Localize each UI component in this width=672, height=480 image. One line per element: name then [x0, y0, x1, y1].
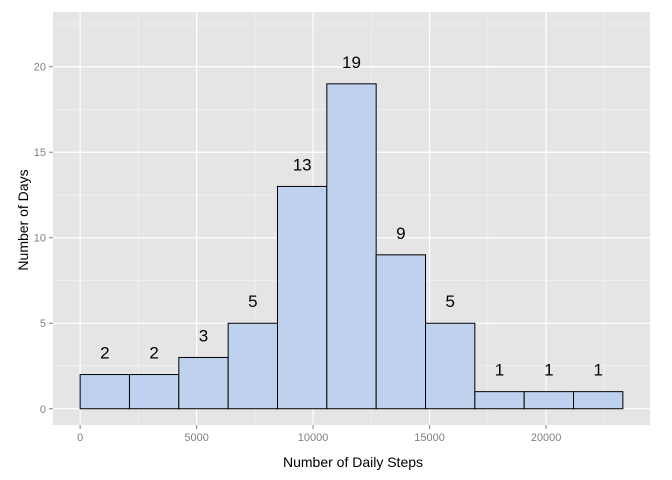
- histogram-bar: [425, 322, 476, 410]
- histogram-bar: [523, 391, 575, 410]
- y-tick-label: 15: [34, 147, 46, 159]
- bar-count-label: 2: [100, 344, 109, 363]
- x-tick-label: 20000: [531, 432, 562, 444]
- bar-count-label: 13: [293, 155, 312, 174]
- y-tick-label: 5: [40, 318, 46, 330]
- histogram-bar: [573, 391, 624, 410]
- histogram-bar: [375, 254, 427, 410]
- histogram-bar: [178, 356, 229, 410]
- histogram-bars: [79, 83, 624, 410]
- bar-count-label: 2: [149, 344, 158, 363]
- y-axis-title: Number of Days: [15, 169, 31, 270]
- x-tick-label: 0: [77, 432, 83, 444]
- bar-count-label: 5: [445, 292, 454, 311]
- histogram-bar: [227, 322, 278, 410]
- histogram-bar: [79, 374, 130, 410]
- bar-count-label: 19: [342, 53, 361, 72]
- histogram-bar: [276, 185, 328, 410]
- y-tick-label: 20: [34, 62, 46, 74]
- bar-count-label: 9: [396, 224, 405, 243]
- bar-count-labels: 2 2 3 5 13 19 9 5 1 1 1: [100, 53, 603, 380]
- x-axis-ticks: 0 5000 10000 15000 20000: [77, 425, 561, 444]
- histogram-bar: [326, 83, 377, 410]
- y-tick-label: 10: [34, 233, 46, 245]
- histogram-bar: [474, 391, 525, 410]
- bar-count-label: 1: [593, 361, 602, 380]
- y-axis-ticks: 0 5 10 15 20: [34, 62, 53, 416]
- x-tick-label: 15000: [414, 432, 445, 444]
- bar-count-label: 1: [544, 361, 553, 380]
- x-tick-label: 5000: [184, 432, 208, 444]
- x-axis-title: Number of Daily Steps: [283, 454, 423, 470]
- bar-count-label: 5: [248, 292, 257, 311]
- y-tick-label: 0: [40, 404, 46, 416]
- x-tick-label: 10000: [298, 432, 329, 444]
- bar-count-label: 1: [495, 361, 504, 380]
- histogram-bar: [128, 374, 180, 410]
- bar-count-label: 3: [199, 326, 208, 345]
